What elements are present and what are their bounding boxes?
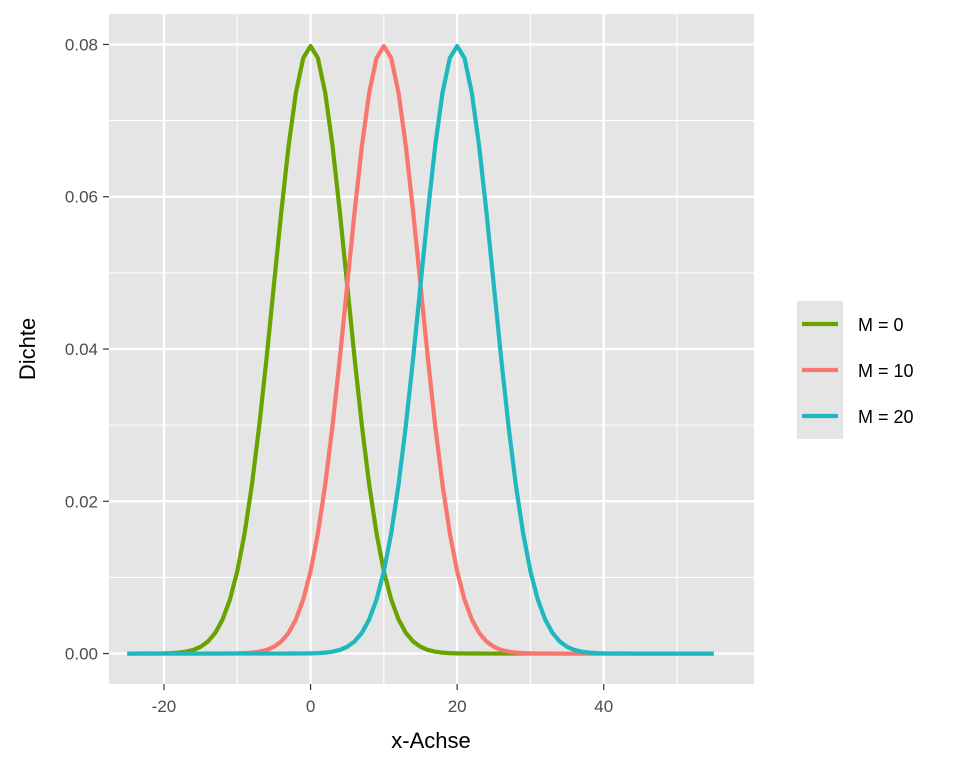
y-tick-label: 0.06 [65, 188, 98, 207]
y-tick-label: 0.00 [65, 645, 98, 664]
legend-label: M = 0 [858, 315, 904, 335]
y-tick-label: 0.02 [65, 492, 98, 511]
series-layer [127, 43, 714, 656]
series-line [127, 43, 714, 656]
legend-label: M = 20 [858, 407, 914, 427]
legend-label: M = 10 [858, 361, 914, 381]
y-axis-title: Dichte [15, 318, 40, 380]
legend: M = 0 M = 10 M = 20 [797, 301, 914, 439]
x-axis: -20 0 20 40 [152, 684, 613, 716]
x-axis-title: x-Achse [391, 728, 470, 753]
y-axis: 0.00 0.02 0.04 0.06 0.08 [65, 35, 109, 664]
y-tick-label: 0.04 [65, 340, 98, 359]
x-tick-label: 0 [306, 697, 315, 716]
x-tick-label: 40 [594, 697, 613, 716]
x-tick-label: -20 [152, 697, 177, 716]
x-tick-label: 20 [448, 697, 467, 716]
y-tick-label: 0.08 [65, 35, 98, 54]
